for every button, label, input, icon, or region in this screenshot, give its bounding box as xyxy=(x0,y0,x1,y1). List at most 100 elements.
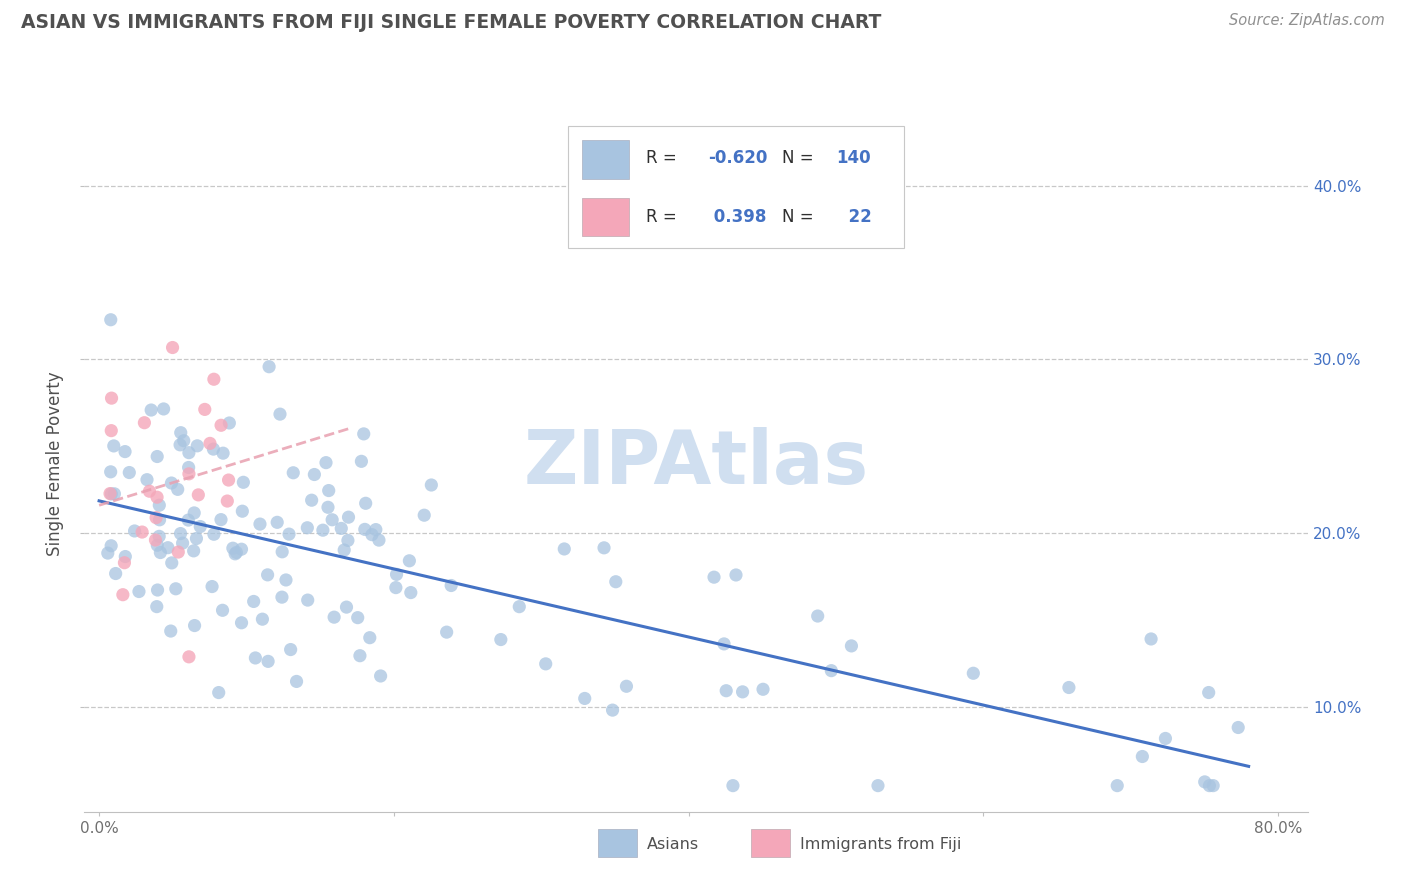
Point xyxy=(225,545,247,559)
Point xyxy=(145,510,167,524)
Point xyxy=(271,590,294,604)
Point xyxy=(1227,721,1250,735)
Point xyxy=(177,467,200,481)
Point xyxy=(131,524,153,539)
Text: Source: ZipAtlas.com: Source: ZipAtlas.com xyxy=(1229,13,1385,29)
Point xyxy=(349,648,371,663)
Point xyxy=(1107,779,1129,793)
Point xyxy=(232,475,254,490)
Point xyxy=(316,500,339,515)
Point xyxy=(721,779,744,793)
Point xyxy=(170,425,193,440)
Point xyxy=(399,585,422,599)
Point xyxy=(574,691,596,706)
Text: ZIPAtlas: ZIPAtlas xyxy=(523,427,869,500)
Point xyxy=(183,506,205,520)
Point xyxy=(146,582,169,597)
Point xyxy=(166,483,188,497)
Point xyxy=(713,637,735,651)
Point xyxy=(114,549,136,564)
Point xyxy=(124,524,146,538)
Point xyxy=(252,612,274,626)
Point xyxy=(266,516,288,530)
Point xyxy=(269,407,291,421)
Point xyxy=(335,600,357,615)
Point xyxy=(256,567,278,582)
Point xyxy=(361,527,384,541)
Text: ASIAN VS IMMIGRANTS FROM FIJI SINGLE FEMALE POVERTY CORRELATION CHART: ASIAN VS IMMIGRANTS FROM FIJI SINGLE FEM… xyxy=(21,13,882,32)
Point xyxy=(201,580,224,594)
Point xyxy=(100,312,122,326)
Point xyxy=(1198,779,1220,793)
Point xyxy=(1140,632,1163,646)
Point xyxy=(1194,775,1216,789)
Point xyxy=(231,542,253,557)
Point xyxy=(100,391,122,405)
Point xyxy=(173,434,195,448)
Point xyxy=(152,401,174,416)
Point xyxy=(368,533,391,548)
Point xyxy=(194,402,217,417)
Point xyxy=(146,599,169,614)
Point xyxy=(245,651,267,665)
Point xyxy=(112,556,135,570)
Text: R =: R = xyxy=(645,149,676,168)
Point xyxy=(134,416,156,430)
Point xyxy=(128,584,150,599)
Point xyxy=(100,539,122,553)
Point xyxy=(370,669,392,683)
Point xyxy=(440,578,463,592)
Point xyxy=(364,523,387,537)
Text: N =: N = xyxy=(782,149,813,168)
Point xyxy=(1202,779,1225,793)
Point xyxy=(353,522,375,536)
Point xyxy=(820,664,842,678)
Point xyxy=(146,450,169,464)
Point xyxy=(218,473,240,487)
Point xyxy=(508,599,530,614)
Point xyxy=(553,541,575,556)
Point xyxy=(187,488,209,502)
Point xyxy=(304,467,326,482)
Point xyxy=(198,436,221,450)
Point xyxy=(209,513,232,527)
Point xyxy=(593,541,616,555)
Point xyxy=(315,456,337,470)
Point xyxy=(1154,731,1177,746)
Point xyxy=(398,554,420,568)
Point xyxy=(148,513,170,527)
Point xyxy=(100,487,122,501)
Point xyxy=(274,573,297,587)
Point xyxy=(1198,685,1220,699)
FancyBboxPatch shape xyxy=(582,140,628,178)
Point xyxy=(202,372,225,386)
Point xyxy=(436,625,458,640)
Point xyxy=(100,465,122,479)
Point xyxy=(100,424,122,438)
Point xyxy=(160,556,183,570)
Point xyxy=(145,533,167,547)
Point xyxy=(165,582,187,596)
Point xyxy=(280,642,302,657)
Point xyxy=(169,438,191,452)
Point xyxy=(162,341,184,355)
Point xyxy=(209,418,232,433)
Point xyxy=(138,484,160,499)
Point xyxy=(271,545,294,559)
FancyBboxPatch shape xyxy=(582,198,628,236)
Text: Asians: Asians xyxy=(647,837,699,852)
Point xyxy=(177,460,200,475)
Text: R =: R = xyxy=(645,208,676,226)
Point xyxy=(1130,749,1153,764)
Point xyxy=(489,632,512,647)
Point xyxy=(98,486,121,500)
FancyBboxPatch shape xyxy=(568,127,904,248)
Point xyxy=(148,498,170,512)
Point xyxy=(278,527,301,541)
Point xyxy=(312,523,335,537)
Point xyxy=(136,473,159,487)
Point xyxy=(231,504,253,518)
Point xyxy=(160,476,183,491)
Point xyxy=(231,615,253,630)
Point xyxy=(257,359,280,374)
